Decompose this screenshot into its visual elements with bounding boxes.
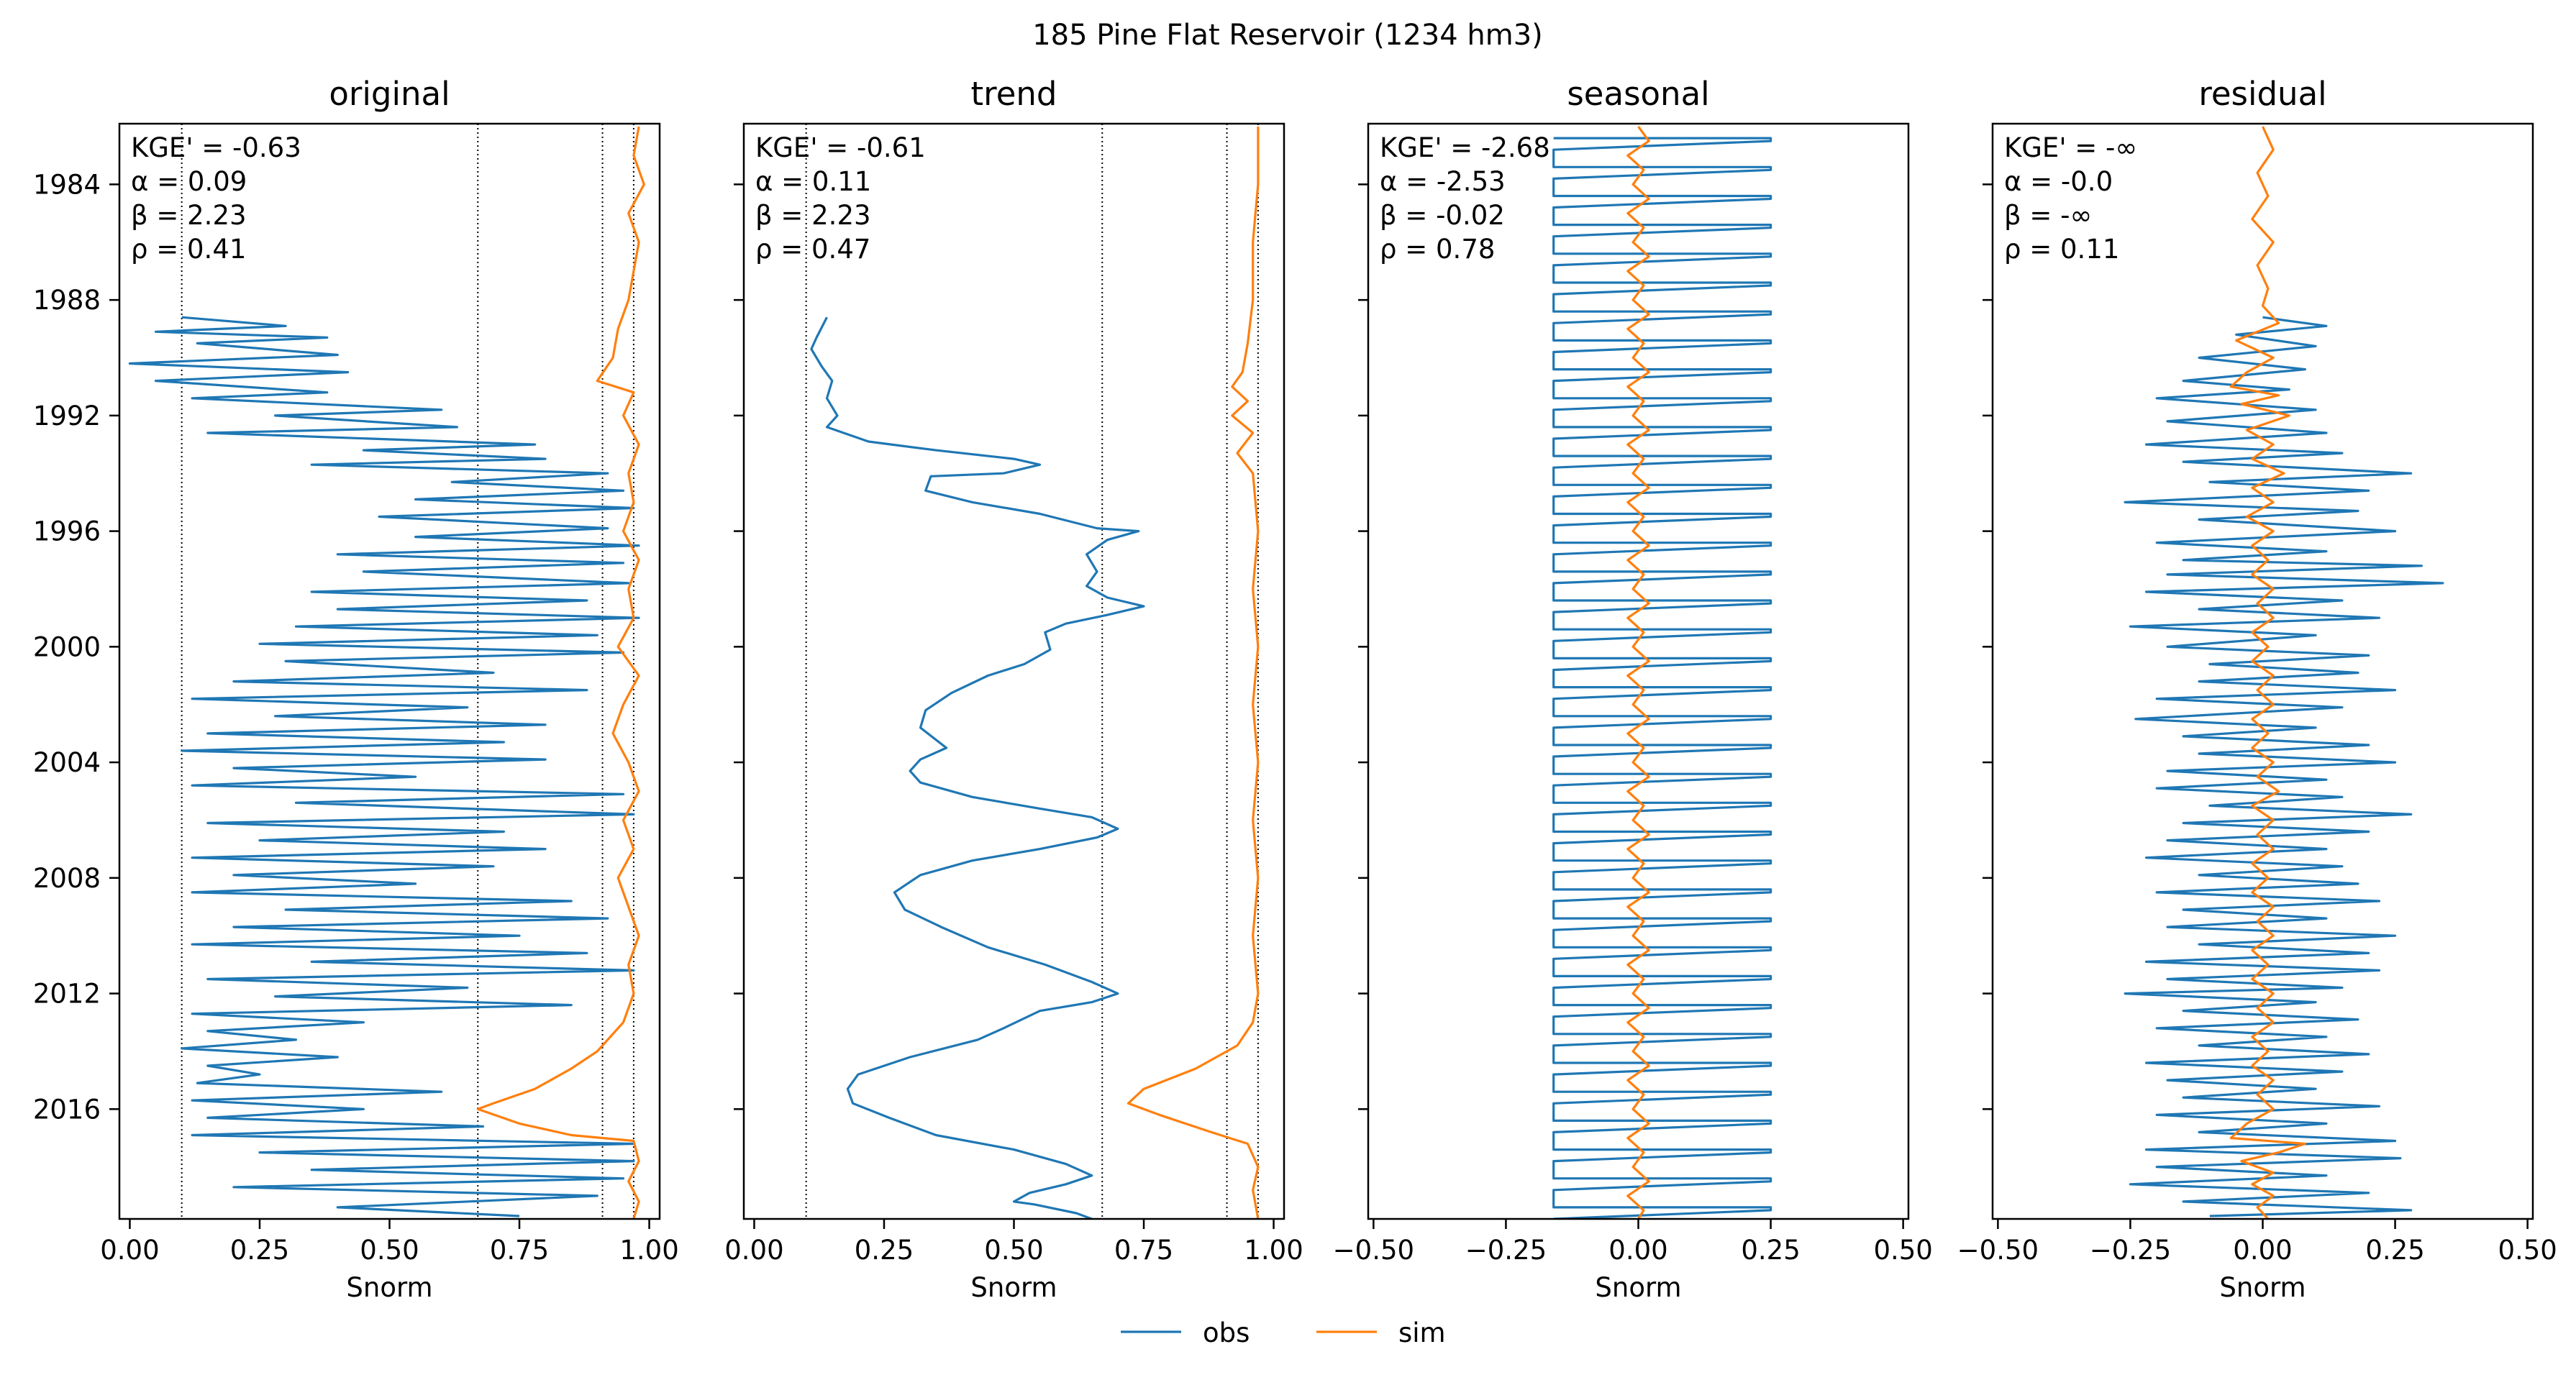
x-tick-label: 0.00 (1608, 1235, 1667, 1266)
legend-sim-label: sim (1398, 1317, 1446, 1348)
x-tick-label: −0.50 (1333, 1235, 1414, 1266)
x-tick-label: 0.50 (1873, 1235, 1932, 1266)
stat-line: KGE' = -2.68 (1380, 132, 1550, 163)
x-tick-label: 0.50 (984, 1235, 1043, 1266)
y-tick-label: 2004 (33, 747, 101, 778)
stat-line: β = 2.23 (755, 200, 871, 231)
stat-line: KGE' = -0.63 (131, 132, 301, 163)
stat-line: ρ = 0.41 (131, 234, 246, 265)
series-obs (810, 316, 1145, 1219)
series-sim (2229, 126, 2306, 1219)
stat-line: β = 2.23 (131, 200, 247, 231)
stat-line: ρ = 0.11 (2004, 234, 2119, 265)
x-tick-label: 0.25 (1741, 1235, 1800, 1266)
stat-line: β = -0.02 (1380, 200, 1505, 231)
stat-line: α = 0.09 (131, 166, 247, 197)
y-tick-label: 1988 (33, 285, 101, 316)
series-group (128, 126, 645, 1219)
y-tick-label: 2016 (33, 1094, 101, 1125)
stat-line: α = -2.53 (1380, 166, 1506, 197)
panel-residual: residual −0.50 −0.25 0.00 0.25 0.50 Snorm KGE' … (1957, 75, 2557, 1303)
x-tick-label: 0.50 (2498, 1235, 2557, 1266)
stat-line: α = -0.0 (2004, 166, 2113, 197)
legend-obs-label: obs (1203, 1317, 1250, 1348)
series-sim (476, 126, 645, 1219)
panel-title: residual (2198, 75, 2326, 113)
series-sim (1127, 127, 1260, 1219)
stat-line: KGE' = -∞ (2004, 132, 2137, 163)
x-axis-label: Snorm (1595, 1272, 1681, 1303)
y-tick-label: 2000 (33, 631, 101, 662)
panel-title: original (329, 75, 450, 113)
series-sim (1626, 126, 1650, 1219)
stat-line: ρ = 0.47 (755, 234, 870, 265)
x-axis-label: Snorm (2219, 1272, 2306, 1303)
series-group (1552, 126, 1772, 1219)
x-tick-label: 0.00 (2233, 1235, 2292, 1266)
y-tick-label: 2012 (33, 979, 101, 1010)
y-tick-label: 1984 (33, 169, 101, 200)
stat-line: α = 0.11 (755, 166, 871, 197)
x-tick-label: 0.50 (360, 1235, 419, 1266)
panel-seasonal: seasonal −0.50 −0.25 0.00 0.25 0.50 Snorm KGE' … (1333, 75, 1933, 1303)
legend: obs sim (1121, 1317, 1446, 1348)
x-tick-label: 0.25 (230, 1235, 289, 1266)
series-group (810, 127, 1260, 1219)
x-tick-label: 0.25 (2365, 1235, 2424, 1266)
series-obs (128, 316, 640, 1217)
x-tick-label: −0.25 (1465, 1235, 1547, 1266)
y-tick-label: 1992 (33, 401, 101, 431)
panel-original: original 0.00 0.25 0.50 0.75 1.00 1984 1988 1992… (33, 75, 679, 1303)
y-tick-label: 1996 (33, 516, 101, 547)
stat-line: ρ = 0.78 (1380, 234, 1495, 265)
stat-line: β = -∞ (2004, 200, 2092, 231)
panel-title: trend (971, 75, 1057, 113)
x-tick-label: 0.75 (1114, 1235, 1173, 1266)
x-tick-label: 0.75 (490, 1235, 549, 1266)
y-tick-label: 2008 (33, 863, 101, 894)
x-tick-label: 1.00 (1244, 1235, 1303, 1266)
x-axis-label: Snorm (970, 1272, 1057, 1303)
x-tick-label: −0.50 (1957, 1235, 2039, 1266)
panel-title: seasonal (1567, 75, 1709, 113)
stat-line: KGE' = -0.61 (755, 132, 926, 163)
x-tick-label: 0.25 (855, 1235, 914, 1266)
panel-trend: trend 0.00 0.25 0.50 0.75 1.00 Snorm KGE' = -0.… (724, 75, 1303, 1303)
x-tick-label: 0.00 (724, 1235, 783, 1266)
figure-title: 185 Pine Flat Reservoir (1234 hm3) (1032, 19, 1543, 52)
x-tick-label: −0.25 (2090, 1235, 2171, 1266)
series-group (2124, 126, 2444, 1219)
x-axis-label: Snorm (346, 1272, 432, 1303)
series-obs (2124, 316, 2444, 1217)
x-tick-label: 1.00 (619, 1235, 678, 1266)
x-tick-label: 0.00 (100, 1235, 159, 1266)
series-obs (1552, 137, 1772, 1219)
